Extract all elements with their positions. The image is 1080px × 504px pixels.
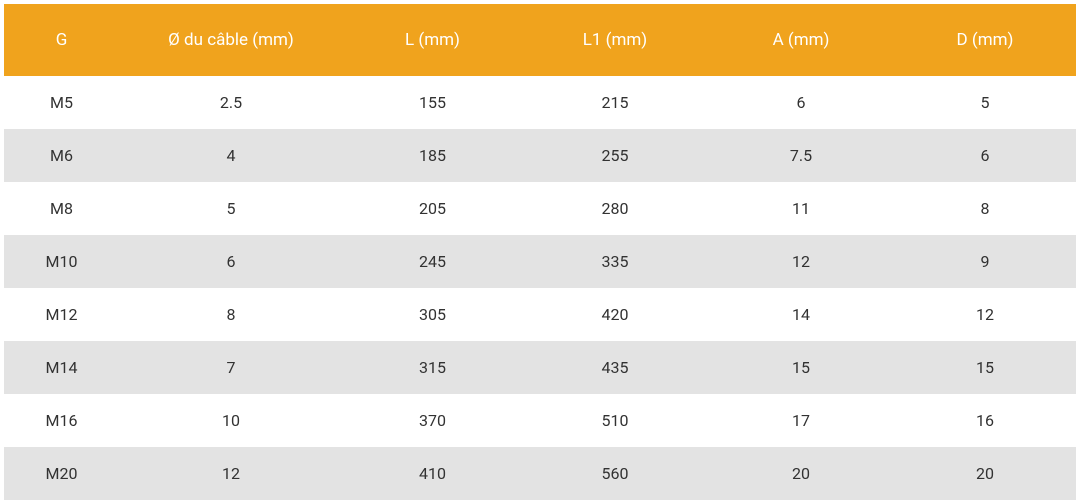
cell: M20 (4, 447, 119, 500)
cell: 6 (119, 235, 343, 288)
cell: 6 (708, 76, 894, 129)
cell: M5 (4, 76, 119, 129)
col-header-g: G (4, 4, 119, 76)
cell: 435 (522, 341, 708, 394)
table-row: M10 6 245 335 12 9 (4, 235, 1076, 288)
cell: 560 (522, 447, 708, 500)
cell: 9 (894, 235, 1076, 288)
cell: 4 (119, 129, 343, 182)
table-row: M16 10 370 510 17 16 (4, 394, 1076, 447)
cell: 12 (894, 288, 1076, 341)
cell: 215 (522, 76, 708, 129)
table-row: M20 12 410 560 20 20 (4, 447, 1076, 500)
cell: 185 (343, 129, 522, 182)
spec-table: G Ø du câble (mm) L (mm) L1 (mm) A (mm) … (4, 4, 1076, 500)
cell: 410 (343, 447, 522, 500)
table-header-row: G Ø du câble (mm) L (mm) L1 (mm) A (mm) … (4, 4, 1076, 76)
table-body: M5 2.5 155 215 6 5 M6 4 185 255 7.5 6 M8… (4, 76, 1076, 500)
cell: 155 (343, 76, 522, 129)
table-row: M12 8 305 420 14 12 (4, 288, 1076, 341)
table-row: M6 4 185 255 7.5 6 (4, 129, 1076, 182)
table-header: G Ø du câble (mm) L (mm) L1 (mm) A (mm) … (4, 4, 1076, 76)
cell: 15 (894, 341, 1076, 394)
cell: 280 (522, 182, 708, 235)
cell: 14 (708, 288, 894, 341)
cell: 20 (894, 447, 1076, 500)
cell: M10 (4, 235, 119, 288)
cell: 12 (708, 235, 894, 288)
cell: 305 (343, 288, 522, 341)
cell: 8 (119, 288, 343, 341)
cell: 17 (708, 394, 894, 447)
cell: 335 (522, 235, 708, 288)
cell: 510 (522, 394, 708, 447)
cell: M16 (4, 394, 119, 447)
table-row: M8 5 205 280 11 8 (4, 182, 1076, 235)
cell: 7 (119, 341, 343, 394)
cell: 20 (708, 447, 894, 500)
cell: M8 (4, 182, 119, 235)
cell: 16 (894, 394, 1076, 447)
cell: 2.5 (119, 76, 343, 129)
cell: 12 (119, 447, 343, 500)
cell: 11 (708, 182, 894, 235)
cell: 5 (119, 182, 343, 235)
cell: 205 (343, 182, 522, 235)
cell: 5 (894, 76, 1076, 129)
table-row: M5 2.5 155 215 6 5 (4, 76, 1076, 129)
col-header-a: A (mm) (708, 4, 894, 76)
col-header-l: L (mm) (343, 4, 522, 76)
col-header-diameter: Ø du câble (mm) (119, 4, 343, 76)
cell: 370 (343, 394, 522, 447)
cell: 8 (894, 182, 1076, 235)
cell: M14 (4, 341, 119, 394)
cell: 420 (522, 288, 708, 341)
cell: 255 (522, 129, 708, 182)
cell: M12 (4, 288, 119, 341)
cell: 315 (343, 341, 522, 394)
cell: 10 (119, 394, 343, 447)
col-header-d: D (mm) (894, 4, 1076, 76)
cell: 7.5 (708, 129, 894, 182)
cell: 6 (894, 129, 1076, 182)
cell: 245 (343, 235, 522, 288)
cell: 15 (708, 341, 894, 394)
cell: M6 (4, 129, 119, 182)
col-header-l1: L1 (mm) (522, 4, 708, 76)
table-row: M14 7 315 435 15 15 (4, 341, 1076, 394)
